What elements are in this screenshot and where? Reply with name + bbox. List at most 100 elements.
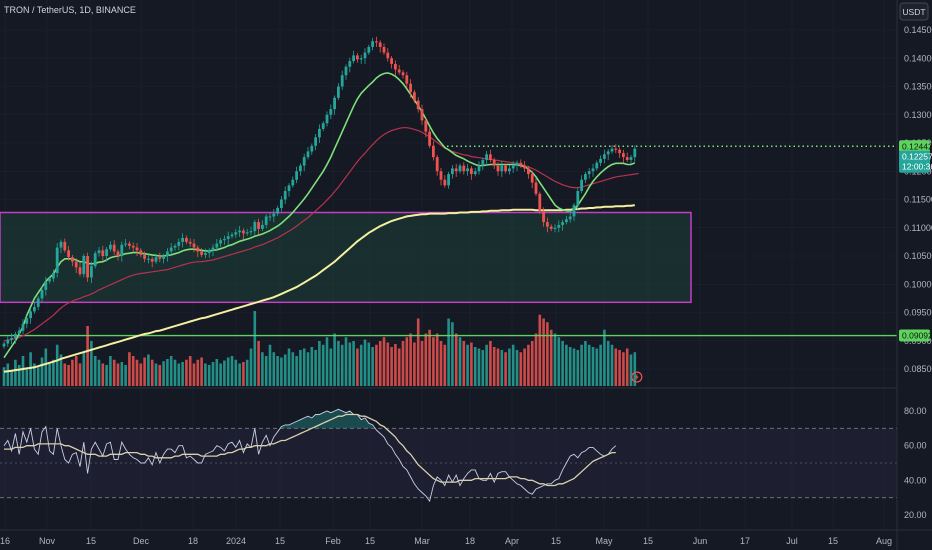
candle (542, 207, 545, 227)
volume-bar (333, 333, 336, 386)
currency-button[interactable]: USDT (899, 2, 929, 21)
candle (356, 53, 359, 63)
volume-bar (63, 363, 67, 386)
volume-bar (595, 348, 599, 386)
volume-bar (52, 359, 55, 386)
candle (515, 160, 519, 172)
volume-bars (2, 311, 637, 386)
volume-bar (268, 344, 272, 386)
candle (451, 165, 454, 179)
volume-bar (454, 333, 458, 386)
rsi-fast-line (3, 408, 617, 503)
candle (150, 256, 154, 268)
resistance-price-label: 0.12442 (902, 141, 932, 151)
candle (52, 269, 55, 282)
candle (131, 242, 135, 253)
candle (139, 248, 143, 258)
alert-icon[interactable] (631, 371, 643, 383)
candle (618, 147, 621, 158)
candle (185, 235, 188, 245)
candle (428, 128, 431, 149)
candle (295, 166, 298, 184)
candle (78, 262, 82, 277)
candle (572, 202, 576, 221)
candle (253, 219, 257, 236)
candle (633, 145, 637, 162)
rsi-tick-label: 40.00 (904, 475, 927, 485)
volume-bar (276, 356, 279, 386)
price-tick-label: 0.08500 (904, 364, 932, 374)
candle (432, 141, 435, 161)
rsi-line (4, 413, 616, 487)
candle (367, 44, 371, 55)
date-tick-label: Jun (693, 536, 708, 546)
volume-bar (549, 329, 553, 386)
volume-bar (14, 359, 17, 386)
candle (622, 149, 625, 163)
currency-button-label[interactable]: USDT (902, 7, 925, 17)
date-tick-label: 18 (465, 536, 475, 546)
volume-bar (321, 344, 325, 386)
candle (557, 220, 561, 233)
candle (378, 40, 382, 53)
candle (36, 296, 40, 311)
volume-bar (451, 322, 454, 386)
date-tick-label: Nov (39, 536, 56, 546)
date-tick-label: May (595, 536, 613, 546)
volume-bar (477, 348, 481, 386)
candle (272, 209, 276, 223)
candle (135, 243, 139, 256)
candle (299, 163, 302, 176)
candle (318, 124, 321, 143)
candle (207, 248, 211, 258)
volume-bar (561, 341, 564, 386)
candle (329, 104, 333, 120)
volume-bar (215, 359, 219, 386)
candle (454, 163, 458, 177)
candle (215, 239, 219, 250)
candle (386, 48, 390, 62)
date-axis[interactable]: 16 Nov 15 Dec 18 2024 15 Feb 15 Mar 18 Apr 15 May 15 Ju… (0, 536, 892, 546)
volume-bar (397, 348, 401, 386)
candle (192, 239, 196, 253)
volume-bar (154, 363, 158, 386)
candle (82, 253, 86, 278)
candle (359, 54, 363, 64)
volume-bar (318, 341, 321, 386)
volume-bar (150, 359, 154, 386)
candle (492, 157, 496, 169)
ema-mid-line (3, 127, 639, 342)
volume-bar (280, 357, 283, 386)
date-tick-label: Mar (414, 536, 430, 546)
candle (283, 186, 287, 205)
volume-bar (610, 344, 614, 386)
ema-slow-line (3, 204, 635, 373)
volume-bar (382, 337, 386, 386)
candle (321, 120, 325, 132)
volume-bar (401, 341, 405, 386)
candle (344, 64, 348, 80)
volume-bar (261, 352, 264, 386)
candle (59, 239, 63, 254)
volume-bar (2, 367, 6, 386)
volume-bar (420, 341, 424, 386)
candle (314, 133, 317, 151)
range-box (0, 211, 692, 304)
last-price-tag: 0.12257 12:00:36 (899, 150, 932, 173)
candle (188, 238, 192, 247)
rsi-axis[interactable]: 80.00 60.00 40.00 20.00 (904, 406, 927, 520)
volume-bar (291, 352, 295, 386)
volume-bar (131, 356, 135, 386)
candle (534, 178, 538, 197)
candle (226, 231, 230, 245)
candle (595, 160, 599, 171)
volume-bar (329, 348, 333, 386)
candle (25, 315, 29, 329)
volume-bar (500, 350, 504, 386)
volume-bar (428, 329, 431, 386)
candle (363, 48, 367, 64)
candle (219, 237, 222, 247)
candle (603, 149, 606, 164)
